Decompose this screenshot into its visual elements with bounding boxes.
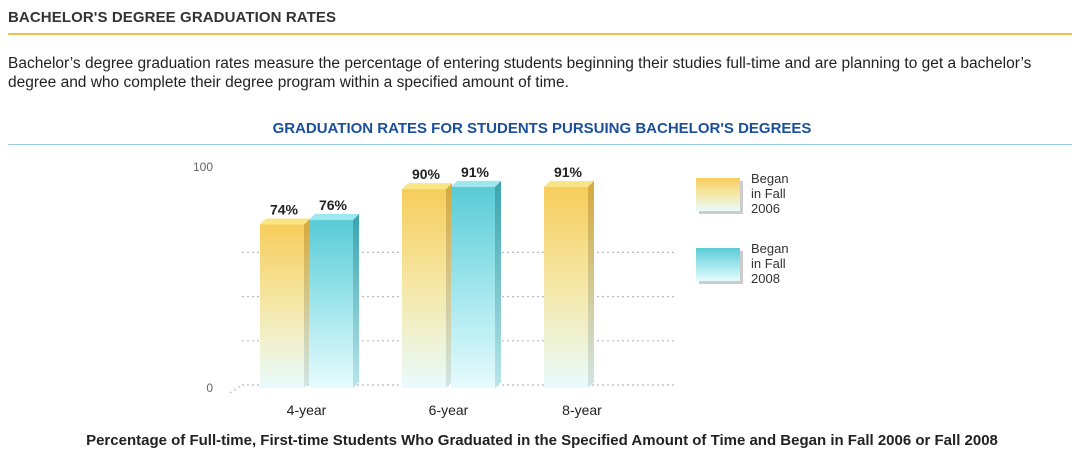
- x-category-label: 8-year: [562, 402, 602, 418]
- bar-value-label: 74%: [270, 201, 299, 217]
- bar-chart: 0 100 74% 76% 4-year 90% 91% 6-year 91% 8-year Be…: [193, 160, 789, 418]
- bar-top: [544, 180, 594, 187]
- legend-label: Began: [751, 241, 789, 256]
- legend-label: in Fall: [751, 256, 786, 271]
- y-tick-label: 100: [193, 160, 213, 174]
- bar-8-year-2006: [544, 186, 588, 388]
- bar-side: [446, 183, 452, 388]
- chart-divider: [8, 144, 1072, 145]
- x-category-label: 4-year: [287, 402, 327, 418]
- bar-side: [353, 214, 359, 388]
- bar-side: [588, 180, 594, 388]
- section-title: BACHELOR'S DEGREE GRADUATION RATES: [8, 9, 337, 26]
- legend-label: in Fall: [751, 186, 786, 201]
- bar-top: [309, 214, 359, 221]
- bar-top: [451, 180, 501, 187]
- section-divider: [8, 33, 1072, 35]
- legend-swatch: [696, 178, 740, 211]
- bar-value-label: 91%: [554, 164, 583, 180]
- chart-title: GRADUATION RATES FOR STUDENTS PURSUING B…: [272, 120, 812, 137]
- bar-6-year-2008: [451, 186, 495, 388]
- legend-swatch: [696, 248, 740, 281]
- y-tick-label: 0: [206, 381, 213, 395]
- bar-value-label: 76%: [319, 197, 348, 213]
- legend-label: 2006: [751, 201, 780, 216]
- bar-side: [304, 218, 310, 388]
- bar-6-year-2006: [402, 189, 446, 388]
- chart-caption: Percentage of Full-time, First-time Stud…: [86, 432, 998, 449]
- bar-top: [402, 183, 452, 190]
- intro-paragraph: Bachelor’s degree graduation rates measu…: [8, 55, 1032, 91]
- bar-4-year-2008: [309, 220, 353, 388]
- x-category-label: 6-year: [429, 402, 469, 418]
- gridline: [229, 384, 243, 394]
- legend-label: Began: [751, 171, 789, 186]
- bar-4-year-2006: [260, 224, 304, 388]
- bar-top: [260, 218, 310, 225]
- bar-side: [495, 180, 501, 388]
- legend-label: 2008: [751, 271, 780, 286]
- bar-value-label: 90%: [412, 166, 441, 182]
- bar-value-label: 91%: [461, 164, 490, 180]
